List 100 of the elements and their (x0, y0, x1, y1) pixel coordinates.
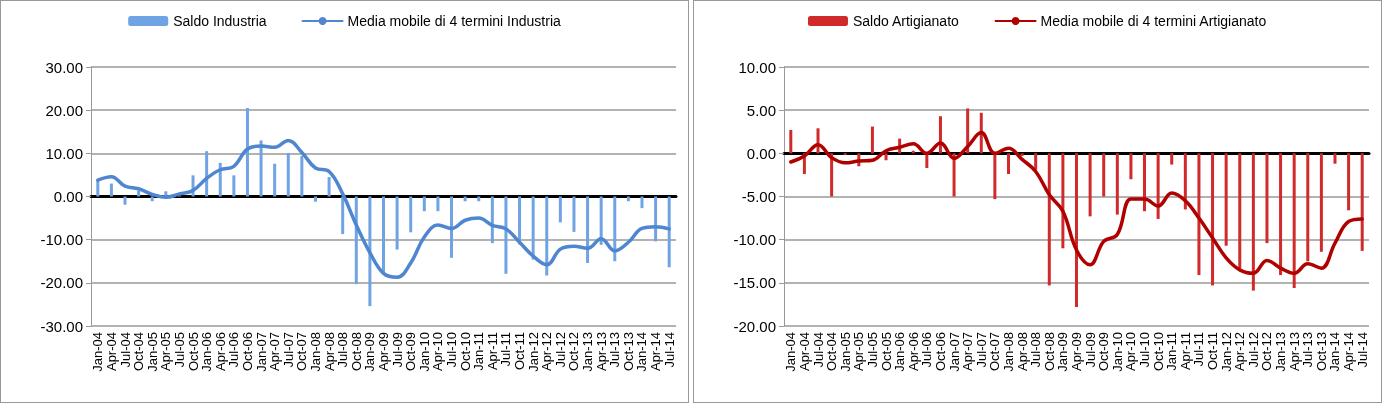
bar (1279, 153, 1283, 276)
bar (123, 196, 127, 205)
bar (1211, 153, 1215, 286)
x-tick-label: Apr-11 (1177, 332, 1193, 371)
x-tick-label: Jan-06 (892, 332, 908, 372)
x-tick-label: Jan-10 (416, 332, 432, 372)
y-tick-label: -5.00 (741, 188, 776, 205)
x-tick-label: Jul-06 (919, 332, 935, 368)
x-tick-label: Jan-09 (362, 332, 378, 372)
x-tick-label: Jan-07 (946, 332, 962, 372)
bar (232, 175, 236, 197)
x-tick-label: Oct-08 (1041, 332, 1057, 372)
x-tick-label: Oct-05 (185, 332, 201, 372)
legend-label: Media mobile di 4 termini Industria (347, 13, 562, 29)
bar (436, 196, 440, 212)
x-tick-label: Oct-07 (294, 332, 310, 372)
y-tick-label: 0.00 (746, 144, 776, 162)
bar (490, 196, 494, 244)
bar (137, 190, 141, 197)
bar (1333, 153, 1337, 164)
x-tick-label: Jan-14 (1327, 332, 1343, 372)
bar (531, 196, 535, 260)
x-tick-label: Jul-13 (607, 332, 623, 368)
bar (1292, 153, 1296, 289)
y-tick-label: 20.00 (45, 101, 83, 119)
bar (327, 177, 331, 197)
x-tick-label: Apr-07 (960, 332, 976, 372)
bar (1020, 153, 1024, 156)
x-tick-label: Oct-04 (824, 332, 840, 372)
bar (300, 155, 304, 197)
x-tick-label: Oct-09 (1096, 332, 1112, 372)
x-tick-label: Apr-09 (1069, 332, 1084, 372)
legend-label: Saldo Industria (173, 13, 267, 29)
bar (1115, 153, 1119, 215)
bar (667, 196, 671, 268)
x-tick-label: Jan-05 (837, 332, 853, 372)
bar (586, 196, 590, 263)
x-tick-label: Oct-06 (239, 332, 255, 372)
bar (109, 183, 113, 197)
bar (1102, 153, 1106, 197)
x-tick-label: Apr-13 (593, 332, 609, 372)
bar (382, 196, 385, 274)
y-tick-label: 5.00 (746, 101, 776, 119)
x-tick-label: Jan-07 (253, 332, 269, 372)
x-tick-label: Jan-08 (307, 332, 323, 372)
x-tick-label: Apr-14 (1341, 332, 1357, 372)
bar (1088, 153, 1092, 217)
bar (640, 196, 644, 209)
x-tick-label: Apr-10 (430, 332, 446, 372)
x-tick-label: Oct-06 (932, 332, 948, 372)
bar (654, 196, 658, 242)
bar (1006, 153, 1010, 175)
bar (368, 196, 372, 307)
x-tick-label: Jan-08 (1000, 332, 1016, 372)
bar (259, 140, 263, 197)
x-tick-label: Apr-09 (376, 332, 391, 372)
y-tick-label: 10.00 (45, 144, 83, 162)
y-tick-label: -10.00 (733, 231, 776, 249)
x-tick-label: Apr-05 (851, 332, 867, 372)
x-tick-label: Jan-09 (1055, 332, 1071, 372)
bar (1224, 153, 1228, 246)
bar (870, 126, 874, 154)
bar (1061, 153, 1065, 249)
y-tick-label: 0.00 (53, 188, 83, 205)
bar (205, 151, 209, 197)
x-tick-label: Apr-06 (905, 332, 921, 372)
x-tick-label: Oct-07 (987, 332, 1003, 372)
x-tick-label: Oct-10 (1150, 332, 1166, 372)
x-tick-label: Jul-06 (226, 332, 242, 368)
x-tick-label: Jul-08 (335, 332, 351, 368)
x-tick-label: Jan-12 (525, 332, 541, 372)
x-tick-label: Jan-13 (1273, 332, 1289, 372)
bar (313, 196, 317, 202)
x-tick-label: Jul-10 (1137, 332, 1153, 368)
bar (884, 153, 888, 161)
bar (341, 196, 345, 235)
x-tick-label: Oct-12 (566, 332, 582, 372)
line-series (789, 130, 1364, 276)
bar (952, 153, 956, 197)
x-tick-label: Apr-08 (1014, 332, 1030, 372)
bar (572, 196, 576, 232)
x-tick-label: Oct-13 (1313, 332, 1329, 372)
bar (504, 196, 508, 274)
bar (96, 180, 100, 197)
bar (613, 196, 617, 262)
x-tick-label: Jan-13 (580, 332, 596, 372)
legend-label: Saldo Artigianato (852, 13, 960, 29)
x-tick-label: Apr-13 (1286, 332, 1302, 372)
legend-label: Media mobile di 4 termini Artigianato (1040, 13, 1267, 29)
x-tick-label: Apr-05 (158, 332, 174, 372)
x-tick-label: Jan-06 (199, 332, 215, 372)
bar (245, 108, 249, 197)
x-tick-label: Apr-08 (321, 332, 337, 372)
bar (1075, 153, 1078, 308)
x-tick-label: Jan-04 (90, 332, 106, 372)
bar (1034, 153, 1038, 170)
bar (1197, 153, 1201, 276)
x-tick-label: Jan-11 (471, 332, 487, 371)
bar (1143, 153, 1147, 212)
bar (1306, 153, 1310, 262)
